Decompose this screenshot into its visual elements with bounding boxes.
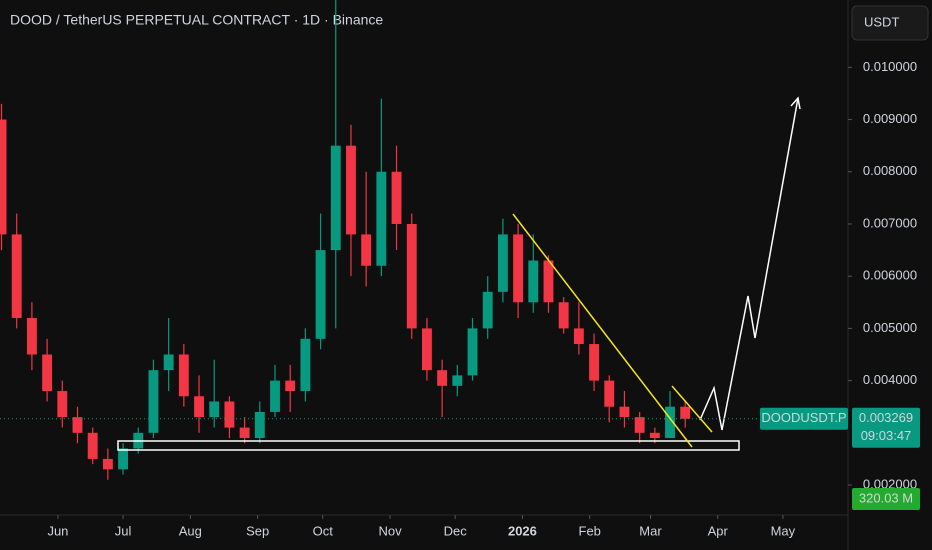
volume-tag — [852, 488, 920, 510]
candle-body — [239, 427, 250, 439]
candle-body — [346, 145, 356, 235]
x-tick-label: Nov — [378, 523, 402, 538]
y-tick-label: 0.008000 — [863, 163, 917, 178]
y-tick-label: 0.007000 — [863, 215, 917, 230]
candle-body — [528, 260, 539, 303]
candle-body — [72, 417, 83, 433]
candle-body — [589, 344, 599, 381]
candle-body — [558, 302, 569, 329]
candle-body — [604, 380, 615, 407]
currency-label: USDT — [864, 14, 899, 29]
x-tick-label: 2026 — [508, 523, 537, 538]
price-label: 0.003269 — [859, 410, 913, 425]
candle-body — [680, 406, 691, 419]
candle-body — [573, 328, 584, 345]
candle-body — [285, 380, 296, 392]
trend-line — [512, 213, 693, 448]
candle-body — [649, 432, 660, 439]
candle-body — [376, 171, 387, 266]
candle-body — [209, 401, 220, 418]
chart-title: DOOD / TetherUS PERPETUAL CONTRACT · 1D … — [10, 12, 383, 28]
candle-body — [300, 338, 311, 392]
candle-body — [163, 354, 174, 371]
candle-body — [421, 328, 432, 371]
candle-body — [619, 406, 630, 418]
y-tick-label: 0.009000 — [863, 111, 917, 126]
countdown-label: 09:03:47 — [861, 428, 912, 443]
candle-body — [315, 250, 326, 339]
x-tick-label: Jul — [115, 523, 132, 538]
candle-body — [330, 145, 341, 251]
candle-body — [148, 370, 159, 433]
candle-body — [665, 406, 675, 439]
candle-body — [102, 458, 113, 470]
x-tick-label: Oct — [313, 523, 334, 538]
candle-body — [11, 234, 22, 318]
candle-body — [391, 171, 402, 224]
candle-body — [482, 291, 493, 329]
support-zone — [117, 440, 740, 451]
price-tag — [852, 407, 920, 448]
symbol-label: DOODUSDT.P — [761, 410, 846, 425]
y-tick-label: 0.004000 — [863, 372, 917, 387]
x-tick-label: Sep — [246, 523, 269, 538]
y-tick-label: 0.006000 — [863, 268, 917, 283]
y-tick-label: 0.005000 — [863, 320, 917, 335]
candle-body — [406, 223, 417, 329]
candle-body — [87, 432, 98, 459]
candle-body — [57, 391, 68, 418]
candle-body — [361, 234, 372, 266]
symbol-tag — [760, 407, 848, 430]
candle-body — [513, 234, 524, 303]
trend-line — [671, 385, 713, 433]
candle-body — [467, 328, 478, 376]
candle-body — [0, 119, 7, 235]
candle-body — [118, 448, 129, 470]
candle-body — [270, 380, 280, 412]
x-tick-label: Jun — [47, 523, 68, 538]
candle-body — [254, 411, 265, 439]
candle-body — [194, 396, 204, 418]
candle-body — [224, 401, 235, 428]
candle-body — [437, 370, 448, 386]
candle-body — [178, 354, 189, 397]
candle-body — [452, 375, 463, 386]
candle-body — [42, 354, 53, 392]
x-tick-label: Aug — [179, 523, 202, 538]
y-tick-label: 0.010000 — [863, 59, 917, 74]
candle-body — [26, 317, 37, 355]
x-tick-label: Mar — [639, 523, 662, 538]
x-tick-label: Apr — [708, 523, 729, 538]
candle-body — [543, 260, 554, 303]
candle-body — [634, 417, 645, 433]
candle-body — [497, 234, 508, 292]
projection-arrow — [790, 96, 801, 110]
x-tick-label: Dec — [444, 523, 468, 538]
y-tick-label: 0.002000 — [863, 476, 917, 491]
x-tick-label: May — [771, 523, 796, 538]
volume-label: 320.03 M — [859, 490, 913, 505]
projection-path — [699, 97, 799, 431]
currency-button[interactable] — [851, 5, 929, 41]
x-tick-label: Feb — [579, 523, 601, 538]
